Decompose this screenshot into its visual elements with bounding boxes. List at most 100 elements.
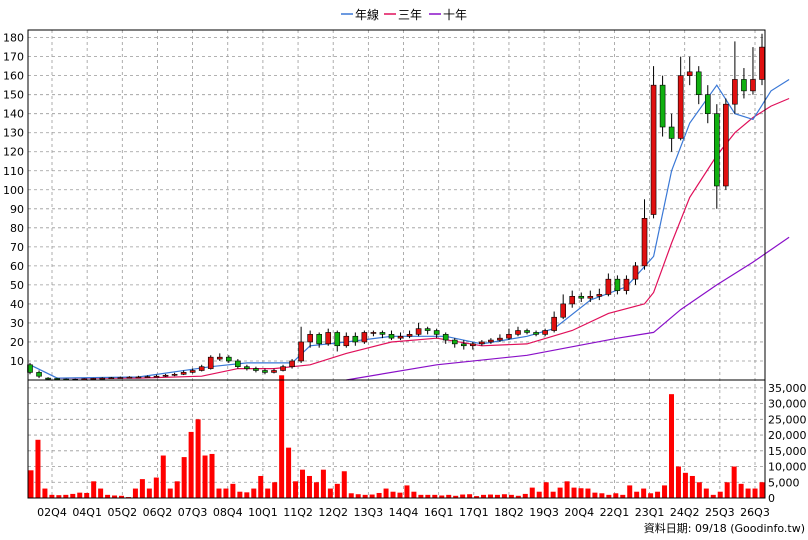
volume-bar (474, 496, 480, 498)
price-y-tick-label: 170 (3, 51, 24, 64)
volume-bar (63, 494, 69, 498)
candle-body (135, 376, 142, 379)
candle-body (117, 377, 124, 379)
candle-body (316, 334, 322, 345)
candle-body (587, 296, 594, 299)
volume-bar (689, 475, 695, 498)
price-y-tick-label: 140 (3, 108, 24, 121)
volume-bar (320, 469, 326, 498)
volume-bar (446, 494, 452, 498)
legend-label-10year: 十年 (443, 8, 467, 22)
candle-body (641, 218, 648, 267)
price-y-tick-label: 180 (3, 32, 24, 45)
candle-body (45, 377, 51, 380)
candle-body (524, 330, 530, 333)
candle-body (750, 79, 756, 92)
volume-bar (119, 495, 125, 498)
volume-bars (28, 375, 765, 498)
volume-bar (515, 495, 521, 498)
volume-y-tick-label: 5,000 (768, 476, 800, 489)
volume-bar (648, 493, 654, 498)
volume-bar (397, 492, 403, 498)
candle-body (280, 366, 286, 371)
candle-body (54, 378, 60, 380)
volume-bar (662, 485, 668, 498)
volume-bar (348, 493, 354, 498)
x-tick-label: 05Q2 (107, 506, 137, 519)
candle-body (533, 332, 539, 335)
volume-bar (453, 495, 459, 498)
candle-body (741, 79, 747, 92)
volume-bar (536, 491, 542, 498)
candle-body (226, 356, 232, 362)
candle-body (668, 126, 675, 139)
volume-bar (300, 469, 306, 498)
candle-body (108, 377, 115, 380)
volume-bar (404, 485, 410, 498)
x-tick-label: 06Q2 (143, 506, 173, 519)
volume-bar (223, 488, 229, 498)
volume-bar (564, 481, 570, 498)
volume-bar (724, 482, 730, 498)
volume-bar (738, 483, 744, 498)
volume-bar (703, 488, 709, 498)
candle-body (379, 332, 386, 335)
volume-bar (585, 488, 591, 498)
x-tick-label: 20Q4 (564, 506, 594, 519)
candle-body (271, 370, 277, 373)
x-tick-label: 18Q2 (494, 506, 524, 519)
volume-bar (272, 482, 278, 498)
candle-body (370, 332, 377, 334)
volume-bar (195, 419, 201, 498)
volume-bar (167, 488, 173, 498)
x-tick-label: 07Q3 (178, 506, 208, 519)
candle-body (714, 113, 720, 187)
volume-y-axis: 0 5,000 10,000 15,000 20,000 25,000 30,000 35,0… (768, 382, 807, 505)
volume-bar (132, 488, 138, 498)
candle-body (334, 332, 341, 347)
volume-bar (613, 493, 619, 498)
price-y-tick-label: 50 (10, 279, 24, 292)
x-tick-label: 08Q4 (213, 506, 243, 519)
volume-bar (627, 485, 633, 498)
candle-body (488, 339, 494, 343)
volume-bar (641, 488, 647, 498)
x-tick-label: 02Q4 (37, 506, 67, 519)
volume-bar (112, 495, 118, 498)
candle-body (497, 337, 503, 341)
candle-body (262, 370, 268, 373)
volume-bar (334, 483, 340, 498)
volume-bar (696, 482, 702, 498)
candle-body (442, 334, 449, 341)
candle-body (551, 316, 557, 331)
candle-body (99, 377, 106, 380)
volume-bar (174, 481, 180, 498)
source-note: 資料日期: 09/18 (Goodinfo.tw) (644, 521, 805, 535)
volume-bar (70, 493, 76, 498)
volume-bar (508, 494, 514, 498)
volume-bar (592, 492, 598, 498)
volume-bar (675, 466, 681, 498)
x-tick-label: 12Q2 (318, 506, 348, 519)
candle-body (244, 366, 250, 369)
ma-10year-line (346, 236, 790, 381)
volume-bar (487, 494, 493, 498)
candle-body (180, 372, 187, 375)
volume-bar (376, 492, 382, 498)
volume-bar (411, 491, 417, 498)
volume-bar (35, 439, 41, 498)
volume-bar (425, 494, 431, 498)
candle-body (171, 373, 178, 376)
volume-bar (139, 479, 145, 498)
volume-bar (494, 494, 500, 498)
volume-y-tick-label: 30,000 (768, 398, 807, 411)
candle-body (732, 79, 738, 105)
candle-body (605, 278, 612, 295)
price-grid (28, 37, 765, 362)
x-tick-label: 23Q1 (635, 506, 665, 519)
volume-bar (251, 488, 257, 498)
candle-body (596, 294, 603, 297)
candle-body (704, 94, 711, 114)
volume-bar (56, 495, 62, 498)
volume-bar (460, 494, 466, 498)
